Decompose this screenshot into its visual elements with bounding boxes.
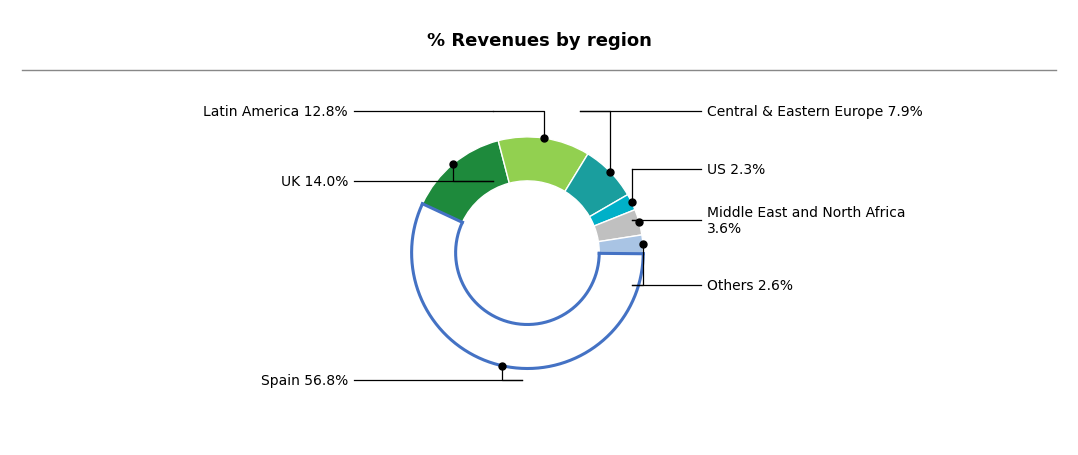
Wedge shape [590,195,635,227]
Wedge shape [594,210,641,242]
Wedge shape [423,142,509,223]
Wedge shape [498,137,588,192]
Text: Others 2.6%: Others 2.6% [707,278,793,293]
Wedge shape [565,155,627,217]
Wedge shape [598,235,644,254]
Text: Central & Eastern Europe 7.9%: Central & Eastern Europe 7.9% [707,105,923,119]
Text: Middle East and North Africa
3.6%: Middle East and North Africa 3.6% [707,206,906,236]
Text: UK 14.0%: UK 14.0% [280,175,348,188]
Text: Spain 56.8%: Spain 56.8% [261,373,348,387]
Text: Latin America 12.8%: Latin America 12.8% [204,105,348,119]
Text: % Revenues by region: % Revenues by region [427,32,651,50]
Text: US 2.3%: US 2.3% [707,163,765,177]
